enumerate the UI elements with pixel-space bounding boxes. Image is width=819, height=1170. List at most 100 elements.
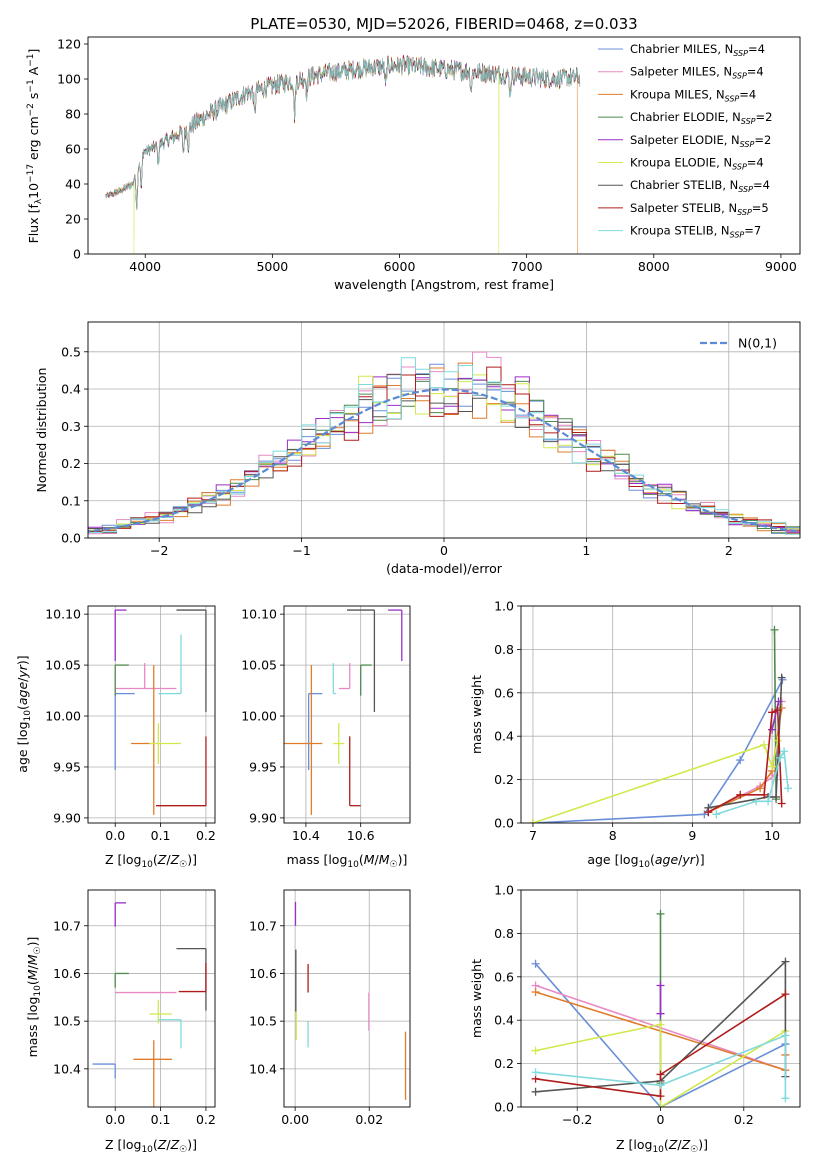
weight-Z-marker xyxy=(656,981,665,990)
weight-age-ytick-label: 0.4 xyxy=(494,729,514,744)
residuals-ytick-label: 0.4 xyxy=(61,382,81,397)
residuals-ytick-label: 0.1 xyxy=(61,493,81,508)
age-mass-errorbar-kroupa-elodie xyxy=(333,723,345,764)
age-Z-xtick-label: 0.1 xyxy=(151,828,171,843)
spectrum-legend-entry: Chabrier ELODIE, NSSP=2 xyxy=(630,110,772,126)
weight-age-series-kroupa-stelib xyxy=(712,747,793,819)
mass-ebv-ytick-label: 10.6 xyxy=(249,966,277,981)
weight-Z-marker xyxy=(656,1103,665,1107)
weight-age-xlabel: age [log10(age/yr)] xyxy=(587,852,704,870)
weight-age-marker xyxy=(768,725,777,734)
weight-age-marker xyxy=(712,810,721,819)
weight-Z-marker xyxy=(781,957,790,966)
spectrum-legend-entry: Salpeter STELIB, NSSP=5 xyxy=(630,201,769,217)
mass-Z-ytick-label: 10.6 xyxy=(53,966,81,981)
spectrum-ytick-label: 100 xyxy=(57,72,81,87)
mass-ebv-plot-area xyxy=(294,901,407,1100)
age-mass-errorbar-kroupa-miles xyxy=(284,665,323,815)
age-Z-ytick-label: 9.95 xyxy=(53,759,81,774)
age-mass-errorbar-salpeter-elodie xyxy=(388,609,403,662)
residuals-gaussian-curve xyxy=(88,388,800,533)
age-Z-ytick-label: 10.10 xyxy=(45,607,81,622)
weight-Z-marker xyxy=(656,909,665,918)
age-mass-ytick-label: 10.10 xyxy=(241,607,277,622)
weight-Z-series-kroupa-stelib xyxy=(531,1031,790,1103)
age-Z-errorbar-kroupa-stelib xyxy=(158,634,182,695)
weight-age-frame xyxy=(520,605,801,824)
spectrum-xtick-label: 5000 xyxy=(256,259,288,274)
spectrum-legend-entry: Chabrier MILES, NSSP=4 xyxy=(630,42,765,58)
mass-Z-errorbar-chabrier-elodie xyxy=(114,972,129,988)
weight-Z-line xyxy=(534,963,786,1107)
age-mass-ytick-label: 10.00 xyxy=(241,709,277,724)
mass-Z-frame xyxy=(87,889,216,1108)
residuals-xtick-label: −1 xyxy=(292,543,310,558)
mass-Z-xtick-label: 0.1 xyxy=(151,1112,171,1127)
spectrum-ylabel: Flux [fλ10−17 erg cm−2 s−1 A−1] xyxy=(26,49,44,244)
mass-Z-errorbar-kroupa-miles xyxy=(133,1040,172,1107)
weight-age-marker xyxy=(752,797,761,806)
weight-age-marker xyxy=(777,799,786,808)
weight-age-ytick-label: 0.0 xyxy=(494,816,514,831)
age-Z-errorbar-kroupa-elodie xyxy=(149,723,181,764)
residuals-frame xyxy=(87,321,801,539)
weight-age-line xyxy=(707,709,783,813)
weight-age-marker xyxy=(770,625,779,634)
weight-Z-marker xyxy=(781,1094,790,1103)
weight-Z-marker xyxy=(531,1046,540,1055)
weight-age-marker xyxy=(784,784,793,793)
weight-Z-plot-area xyxy=(531,909,790,1107)
age-Z-plot-area xyxy=(114,609,207,815)
residuals-legend-label: N(0,1) xyxy=(738,336,777,351)
spectrum-xlabel: wavelength [Angstrom, rest frame] xyxy=(334,277,554,292)
residuals-xlabel: (data-model)/error xyxy=(386,561,503,576)
figure-title: PLATE=0530, MJD=52026, FIBERID=0468, z=0… xyxy=(250,15,637,33)
mass-ebv-xtick-label: 0.00 xyxy=(281,1112,309,1127)
spectrum-xtick-label: 9000 xyxy=(765,259,797,274)
weight-age-line xyxy=(716,748,789,816)
weight-age-marker xyxy=(768,708,777,717)
residuals-axes: −2 −1 0 1 2 0.0 0.1 0.2 0.3 0.4 0.5 (data-model)/er… xyxy=(34,321,801,576)
weight-Z-axes: −0.2 0 0.2 0.0 0.2 0.4 0.6 0.8 1.0 mass weight xyxy=(469,883,801,1127)
weight-age-marker xyxy=(760,790,769,799)
age-Z-errorbar-salpeter-miles xyxy=(115,663,177,690)
mass-ebv-frame xyxy=(283,889,411,1108)
spectrum-frame xyxy=(87,36,801,255)
weight-age-ytick-label: 1.0 xyxy=(494,599,514,614)
weight-age-xtick-label: 10 xyxy=(764,828,780,843)
age-mass-ytick-label: 9.90 xyxy=(249,810,277,825)
weight-Z-line xyxy=(535,1023,786,1107)
mass-Z-plot-area xyxy=(92,902,207,1107)
weight-age-xtick-label: 8 xyxy=(609,828,617,843)
weight-Z-marker xyxy=(656,1009,665,1018)
spectrum-ytick-label: 40 xyxy=(65,177,81,192)
mass-Z-xlabel: Z [log10(Z/Z☉)] xyxy=(105,1137,197,1155)
weight-Z-marker xyxy=(781,990,790,999)
weight-Z-marker xyxy=(656,1092,665,1101)
weight-age-marker xyxy=(776,753,785,762)
weight-Z-marker xyxy=(531,987,540,996)
spectrum-xtick-label: 4000 xyxy=(129,259,161,274)
spectrum-ytick-label: 80 xyxy=(65,107,81,122)
mass-Z-ylabel: mass [log10(M/M☉)] xyxy=(25,937,43,1058)
weight-age-marker xyxy=(756,784,765,793)
residuals-xtick-label: 1 xyxy=(582,543,590,558)
spectrum-series-kroupa-stelib xyxy=(105,56,581,211)
age-Z-xtick-label: 0.0 xyxy=(105,828,125,843)
mass-ebv-ytick-label: 10.4 xyxy=(249,1061,277,1076)
weight-age-line xyxy=(532,679,784,823)
weight-Z-ytick-label: 0.8 xyxy=(494,926,514,941)
weight-age-marker xyxy=(772,792,781,801)
weight-Z-marker xyxy=(531,1087,540,1096)
age-mass-axes: 10.4 10.6 9.90 9.95 10.00 10.05 10.10 xyxy=(241,605,411,843)
weight-Z-xtick-label: 0.2 xyxy=(734,1112,754,1127)
age-mass-plot-area xyxy=(284,609,403,815)
mass-Z-errorbar-kroupa-stelib xyxy=(158,1019,182,1049)
age-Z-axes: 0.0 0.1 0.2 9.90 9.95 10.00 10.05 10.10 xyxy=(45,605,216,843)
weight-age-marker xyxy=(736,790,745,799)
residuals-ytick-label: 0.0 xyxy=(61,531,81,546)
residuals-hist-kroupa-elodie xyxy=(88,374,800,536)
age-mass-frame xyxy=(283,605,411,824)
spectrum-xtick-label: 7000 xyxy=(511,259,543,274)
